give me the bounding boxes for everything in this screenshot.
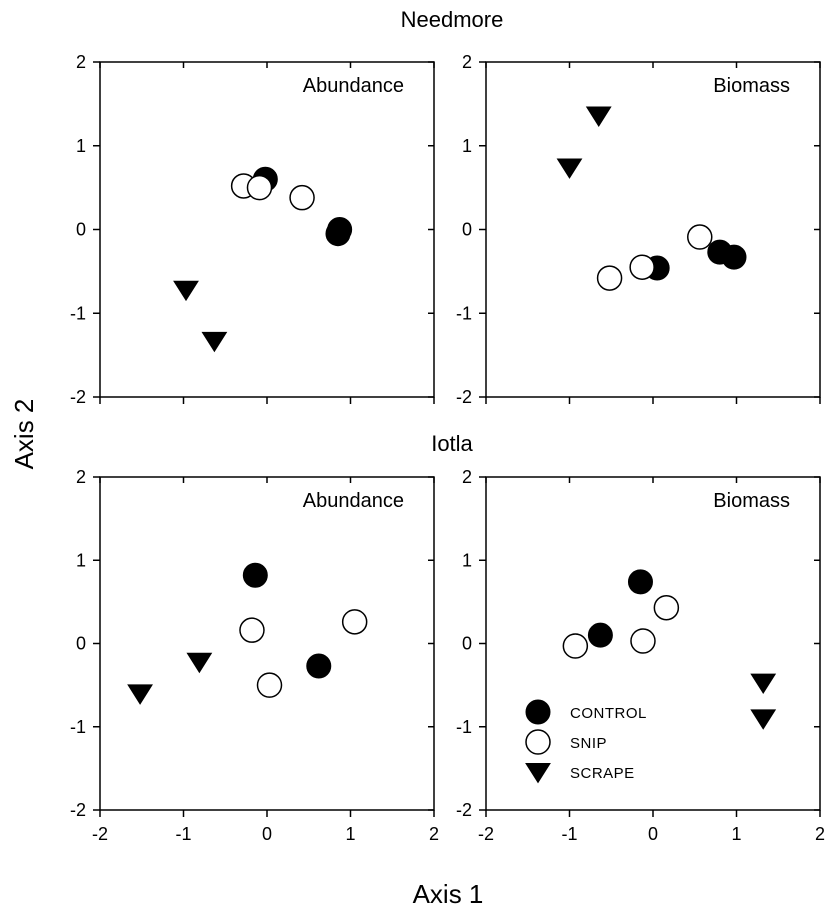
x-tick-label: -1: [561, 824, 577, 844]
x-tick-label: -1: [175, 824, 191, 844]
y-tick-label: 1: [76, 136, 86, 156]
x-tick-label: -2: [478, 824, 494, 844]
panel-iotla-biomass: -2 -1 0 1 2 -2 -1 0 1 2 Biomass: [456, 467, 825, 844]
y-tick-label: -1: [70, 717, 86, 737]
point-snip: [687, 224, 713, 250]
panel-iotla-abundance: -2 -1 0 1 2 -2 -1 0 1 2 Abundance: [70, 467, 439, 844]
x-tick-label: 2: [815, 824, 825, 844]
x-tick-label: 1: [345, 824, 355, 844]
point-snip: [246, 174, 273, 201]
point-control: [627, 569, 653, 595]
point-scrape: [750, 709, 777, 730]
legend-marker-snip: [525, 729, 551, 755]
point-snip: [256, 672, 283, 698]
panel-title: Biomass: [713, 75, 790, 97]
x-tick-label: 0: [262, 824, 272, 844]
plot-frame: [99, 61, 435, 398]
legend-entry-snip: SNIP: [525, 729, 607, 755]
point-control: [306, 653, 332, 679]
point-snip: [289, 184, 315, 211]
legend-label: SNIP: [570, 735, 607, 752]
y-tick-label: -2: [456, 387, 472, 407]
x-tick-label: 1: [731, 824, 741, 844]
y-tick-label: 2: [76, 52, 86, 72]
point-scrape: [173, 280, 199, 302]
x-tick-label: -2: [92, 824, 108, 844]
legend-entry-control: CONTROL: [525, 699, 647, 725]
point-scrape: [201, 331, 228, 353]
y-tick-label: 0: [462, 220, 472, 240]
y-tick-label: -2: [70, 800, 86, 820]
point-scrape: [186, 652, 213, 674]
point-control: [325, 221, 351, 247]
point-snip: [630, 628, 656, 654]
panel-needmore-abundance: -2 -1 0 1 2 Abundance: [70, 52, 435, 407]
point-snip: [239, 617, 265, 643]
site-title-needmore: Needmore: [401, 7, 504, 32]
plot-frame: [99, 476, 435, 811]
panel-title: Abundance: [303, 75, 404, 97]
y-tick-label: 1: [462, 550, 472, 570]
y-tick-label: 1: [76, 550, 86, 570]
x-axis-title: Axis 1: [413, 879, 484, 909]
y-tick-label: -1: [70, 303, 86, 323]
legend-label: SCRAPE: [570, 765, 635, 782]
legend-marker-scrape: [525, 762, 551, 784]
legend-label: CONTROL: [570, 705, 647, 722]
point-scrape: [585, 106, 612, 127]
y-axis-title: Axis 2: [9, 399, 39, 470]
point-snip: [562, 633, 589, 659]
y-tick-label: 2: [76, 467, 86, 487]
point-snip: [629, 254, 655, 280]
y-tick-label: -1: [456, 717, 472, 737]
point-control: [242, 562, 268, 588]
panel-title: Abundance: [303, 490, 404, 512]
y-tick-label: 0: [76, 220, 86, 240]
x-tick-label: 0: [648, 824, 658, 844]
y-tick-label: 2: [462, 52, 472, 72]
y-tick-label: 0: [76, 634, 86, 654]
point-control: [721, 244, 747, 270]
legend-marker-control: [525, 699, 551, 725]
point-scrape: [127, 684, 153, 705]
panel-title: Biomass: [713, 490, 790, 512]
y-tick-label: -1: [456, 303, 472, 323]
point-control: [587, 622, 613, 648]
y-tick-label: 0: [462, 634, 472, 654]
point-snip: [596, 265, 623, 291]
y-tick-label: 1: [462, 136, 472, 156]
legend-entry-scrape: SCRAPE: [525, 762, 635, 784]
y-tick-label: 2: [462, 467, 472, 487]
site-title-iotla: Iotla: [431, 431, 473, 456]
point-scrape: [750, 673, 777, 695]
y-tick-label: -2: [456, 800, 472, 820]
point-scrape: [556, 158, 583, 179]
y-tick-label: -2: [70, 387, 86, 407]
point-snip: [341, 609, 368, 635]
plot-frame: [485, 61, 821, 398]
panel-needmore-biomass: -2 -1 0 1 2 Biomass: [456, 52, 821, 407]
point-snip: [653, 594, 680, 621]
x-tick-label: 2: [429, 824, 439, 844]
